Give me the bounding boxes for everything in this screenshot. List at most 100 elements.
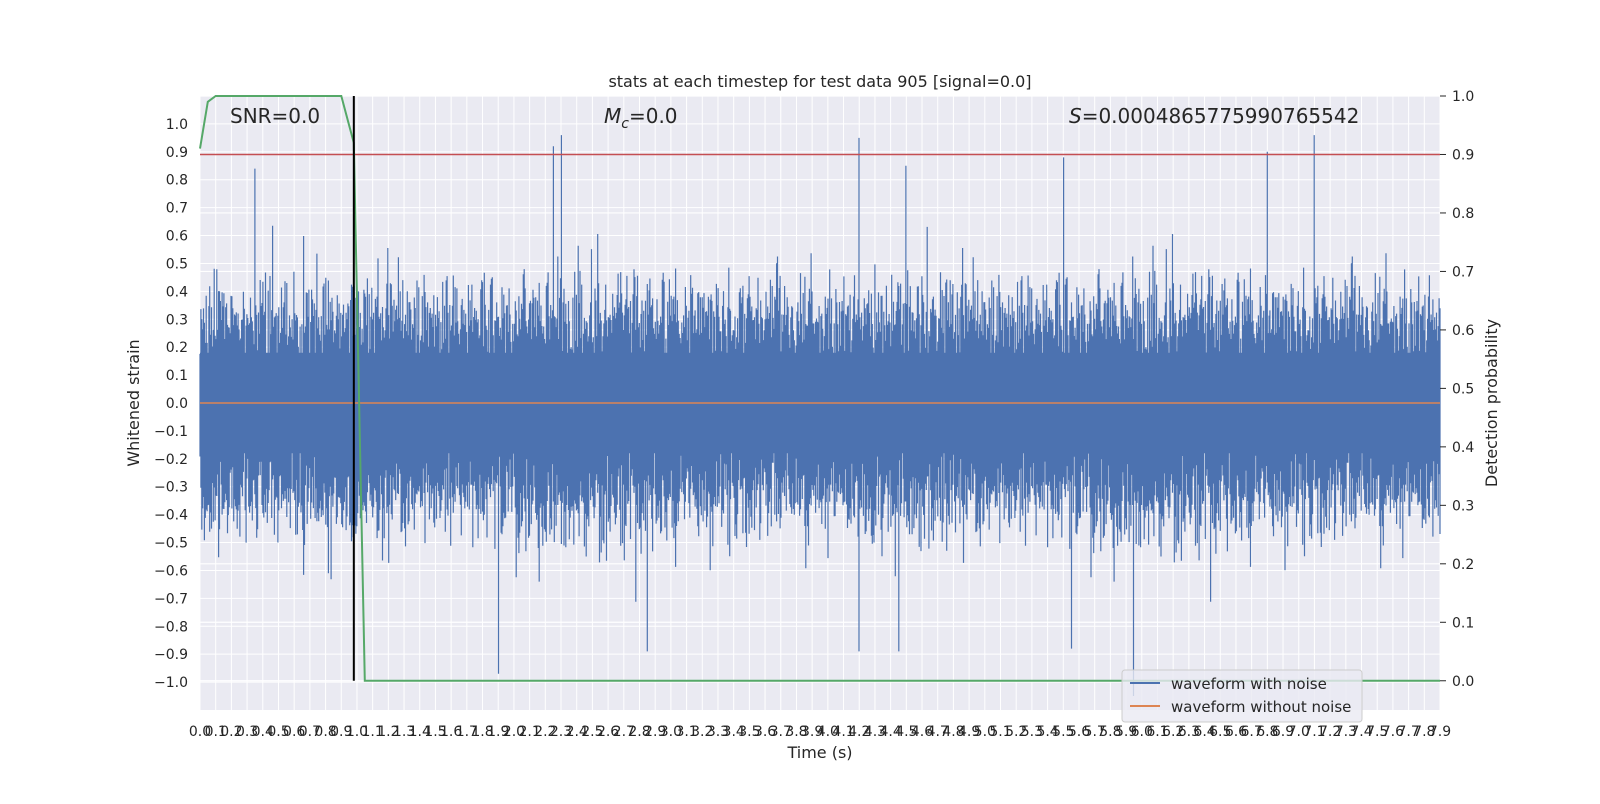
x-tick-label: 5.3 [1021, 724, 1043, 740]
x-tick-label: 0.8 [314, 724, 336, 740]
x-tick-label: 6.3 [1178, 724, 1200, 740]
x-tick-label: 0.9 [330, 724, 352, 740]
x-tick-label: 5.0 [974, 724, 996, 740]
x-tick-label: 3.3 [707, 724, 729, 740]
y-tick-label: −0.8 [154, 619, 188, 635]
x-tick-label: 1.4 [409, 724, 431, 740]
x-tick-label: 4.1 [832, 724, 854, 740]
y-tick-label: −0.4 [154, 508, 188, 524]
x-tick-label: 0.4 [252, 724, 274, 740]
x-tick-label: 5.7 [1084, 724, 1106, 740]
x-tick-label: 6.4 [1193, 724, 1215, 740]
x-tick-label: 3.4 [723, 724, 745, 740]
y-tick-label: −0.9 [154, 647, 188, 663]
x-tick-label: 7.5 [1366, 724, 1388, 740]
x-tick-label: 4.8 [942, 724, 964, 740]
x-tick-label: 0.7 [299, 724, 321, 740]
x-tick-label: 1.7 [456, 724, 478, 740]
x-tick-label: 4.0 [817, 724, 839, 740]
snr-annotation: SNR=0.0 [230, 104, 320, 128]
x-tick-label: 0.2 [220, 724, 242, 740]
y-tick-label: 1.0 [166, 117, 188, 133]
x-tick-label: 4.9 [958, 724, 980, 740]
y2-tick-label: 0.9 [1452, 147, 1474, 163]
x-tick-label: 7.7 [1397, 724, 1419, 740]
y-tick-label: 0.5 [166, 256, 188, 272]
x-tick-label: 5.8 [1099, 724, 1121, 740]
x-tick-label: 2.3 [550, 724, 572, 740]
x-tick-label: 3.2 [691, 724, 713, 740]
x-tick-label: 7.1 [1303, 724, 1325, 740]
x-tick-label: 5.6 [1068, 724, 1090, 740]
x-tick-label: 1.3 [393, 724, 415, 740]
x-tick-label: 1.9 [487, 724, 509, 740]
y-tick-label: −0.7 [154, 591, 188, 607]
x-tick-label: 6.2 [1162, 724, 1184, 740]
x-axis-label: Time (s) [786, 743, 852, 762]
x-tick-label: 4.3 [864, 724, 886, 740]
y-tick-label: −0.5 [154, 536, 188, 552]
detection-probability-line [199, 95, 1440, 682]
x-tick-label: 4.2 [848, 724, 870, 740]
y-tick-label: 0.8 [166, 173, 188, 189]
x-tick-label: 3.1 [675, 724, 697, 740]
x-tick-label: 1.5 [424, 724, 446, 740]
x-tick-label: 5.5 [1052, 724, 1074, 740]
y-tick-label: 0.6 [166, 229, 188, 245]
x-tick-label: 2.4 [566, 724, 588, 740]
x-tick-label: 7.2 [1319, 724, 1341, 740]
x-tick-label: 2.1 [518, 724, 540, 740]
s-value: =0.0004865775990765542 [1082, 104, 1360, 128]
y-tick-label: 0.7 [166, 201, 188, 217]
x-tick-label: 2.6 [597, 724, 619, 740]
y-tick-label: 0.9 [166, 145, 188, 161]
x-tick-label: 0.3 [236, 724, 258, 740]
chart-title: stats at each timestep for test data 905… [608, 72, 1031, 91]
mc-symbol: M [604, 104, 621, 128]
y-tick-label: −0.2 [154, 452, 188, 468]
legend-label-noise: waveform with noise [1171, 675, 1327, 693]
x-tick-label: 3.0 [660, 724, 682, 740]
y2-tick-label: 0.3 [1452, 498, 1474, 514]
x-tick-label: 5.9 [1115, 724, 1137, 740]
x-tick-label: 7.6 [1382, 724, 1404, 740]
x-tick-label: 5.1 [989, 724, 1011, 740]
s-symbol: S [1069, 104, 1082, 128]
x-tick-label: 2.0 [503, 724, 525, 740]
y2-tick-label: 0.4 [1452, 440, 1474, 456]
y-tick-label: −0.3 [154, 480, 188, 496]
mc-annotation: Mc=0.0 [604, 104, 678, 132]
x-tick-label: 3.6 [754, 724, 776, 740]
x-tick-label: 7.4 [1350, 724, 1372, 740]
y2-tick-label: 0.8 [1452, 206, 1474, 222]
mc-value: =0.0 [629, 104, 678, 128]
y2-tick-label: 0.5 [1452, 381, 1474, 397]
x-tick-label: 0.6 [283, 724, 305, 740]
x-tick-label: 7.0 [1288, 724, 1310, 740]
x-tick-label: 6.6 [1225, 724, 1247, 740]
y-tick-label: −1.0 [154, 675, 188, 691]
y2-tick-label: 0.2 [1452, 557, 1474, 573]
y2-axis-label: Detection probability [1482, 319, 1501, 487]
x-tick-label: 6.5 [1209, 724, 1231, 740]
y-tick-label: −0.6 [154, 563, 188, 579]
x-tick-label: 7.8 [1413, 724, 1435, 740]
legend: waveform with noise waveform without noi… [1121, 669, 1363, 723]
y-tick-label: 0.1 [166, 368, 188, 384]
x-tick-label: 3.8 [785, 724, 807, 740]
y-tick-label: 0.3 [166, 312, 188, 328]
x-tick-label: 6.7 [1241, 724, 1263, 740]
y2-tick-label: 0.7 [1452, 264, 1474, 280]
x-tick-label: 6.0 [1131, 724, 1153, 740]
x-tick-label: 3.9 [801, 724, 823, 740]
axes: 0.00.10.20.30.40.50.60.70.80.91.01.11.21… [154, 89, 1474, 740]
y2-tick-label: 1.0 [1452, 89, 1474, 105]
x-tick-label: 2.9 [644, 724, 666, 740]
x-tick-label: 2.5 [581, 724, 603, 740]
y2-tick-label: 0.1 [1452, 615, 1474, 631]
y-axis-label: Whitened strain [124, 339, 143, 466]
x-tick-label: 7.9 [1429, 724, 1451, 740]
x-tick-label: 5.4 [1036, 724, 1058, 740]
